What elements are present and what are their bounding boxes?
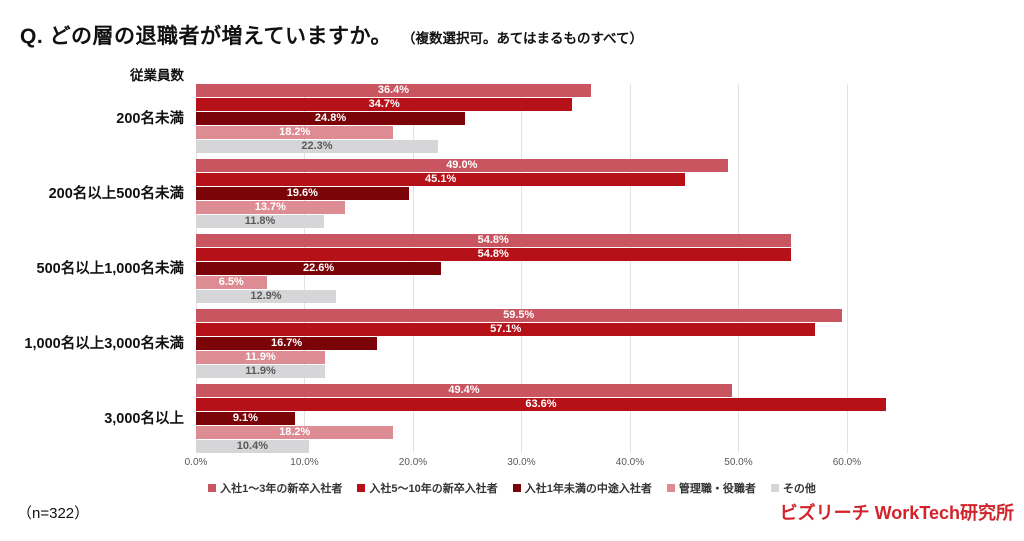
bar-value-label: 49.0% bbox=[446, 159, 478, 171]
x-tick-label: 60.0% bbox=[832, 457, 862, 468]
bar: 22.3% bbox=[196, 140, 438, 153]
title-main: Q. どの層の退職者が増えていますか。 bbox=[20, 25, 393, 48]
bar-value-label: 45.1% bbox=[425, 173, 457, 185]
bar: 16.7% bbox=[196, 337, 378, 350]
category-label: 200名以上500名未満 bbox=[48, 185, 184, 202]
legend-item: 入社1年未満の中途入社者 bbox=[512, 480, 652, 496]
bar-value-label: 10.4% bbox=[236, 440, 268, 452]
bar: 12.9% bbox=[196, 290, 336, 303]
x-axis-ticks: 0.0% 10.0% 20.0% 30.0% 40.0% 50.0% 60.0% bbox=[185, 457, 1014, 471]
bar: 18.2% bbox=[196, 426, 394, 439]
bar-value-label: 54.8% bbox=[477, 248, 509, 260]
legend: 入社1〜3年の新卒入社者 入社5〜10年の新卒入社者 入社1年未満の中途入社者 管理職… bbox=[0, 480, 1024, 496]
bar: 11.9% bbox=[196, 365, 326, 378]
bar: 6.5% bbox=[196, 276, 267, 289]
bar-value-label: 34.7% bbox=[368, 98, 400, 110]
gridline bbox=[629, 84, 631, 453]
bar-value-label: 18.2% bbox=[279, 126, 311, 138]
title-note: （複数選択可。あてはまるものすべて） bbox=[402, 31, 644, 46]
x-tick-label: 30.0% bbox=[507, 457, 536, 468]
bar-value-label: 11.8% bbox=[244, 215, 276, 227]
category-label: 500名以上1,000名未満 bbox=[36, 260, 184, 277]
legend-swatch-icon bbox=[666, 484, 675, 492]
bar-value-label: 11.9% bbox=[245, 351, 276, 363]
bar-value-label: 18.2% bbox=[279, 426, 311, 438]
bar-value-label: 12.9% bbox=[250, 290, 282, 302]
bar: 54.8% bbox=[196, 248, 791, 261]
legend-label: 入社5〜10年の新卒入社者 bbox=[369, 483, 498, 495]
bar-value-label: 63.6% bbox=[525, 398, 557, 410]
bar-value-label: 57.1% bbox=[490, 323, 522, 335]
x-tick-label: 20.0% bbox=[398, 457, 428, 468]
bar: 18.2% bbox=[196, 126, 394, 139]
x-tick-label: 40.0% bbox=[615, 457, 645, 468]
legend-item: その他 bbox=[770, 480, 816, 496]
bar-group: 59.5% 57.1% 16.7% 11.9% 11.9% bbox=[196, 309, 1014, 378]
category-label: 200名未満 bbox=[116, 110, 184, 127]
category-label: 1,000名以上3,000名未満 bbox=[24, 335, 184, 352]
plot-area: 36.4% 34.7% 24.8% 18.2% 22.3% 49.0% 45.1% 19.6%… bbox=[196, 84, 1014, 453]
legend-swatch-icon bbox=[770, 484, 779, 492]
bar-group: 54.8% 54.8% 22.6% 6.5% 12.9% bbox=[196, 234, 1014, 303]
bar-value-label: 16.7% bbox=[270, 337, 303, 349]
x-tick-label: 0.0% bbox=[184, 457, 208, 468]
gridline bbox=[846, 84, 848, 453]
category-labels: 200名未満 200名以上500名未満 500名以上1,000名未満 1,000名以上… bbox=[0, 84, 184, 453]
bar-value-label: 11.9% bbox=[245, 365, 276, 377]
bar-value-label: 22.3% bbox=[301, 140, 333, 152]
gridline bbox=[521, 84, 523, 453]
x-tick-label: 10.0% bbox=[290, 457, 319, 468]
y-axis-header: 従業員数 bbox=[130, 68, 184, 83]
bar: 22.6% bbox=[196, 262, 442, 275]
bar: 24.8% bbox=[196, 112, 466, 125]
bar-value-label: 9.1% bbox=[232, 412, 258, 424]
bar-value-label: 36.4% bbox=[377, 84, 410, 96]
legend-label: 入社1年未満の中途入社者 bbox=[524, 483, 652, 495]
bar-group: 49.4% 63.6% 9.1% 18.2% 10.4% bbox=[196, 384, 1014, 453]
bar: 11.9% bbox=[196, 351, 326, 364]
legend-swatch-icon bbox=[512, 484, 521, 492]
bar: 10.4% bbox=[196, 440, 309, 453]
legend-swatch-icon bbox=[357, 484, 366, 492]
bar: 63.6% bbox=[196, 398, 886, 411]
legend-label: 入社1〜3年の新卒入社者 bbox=[220, 483, 343, 495]
bar: 57.1% bbox=[196, 323, 816, 336]
bar: 19.6% bbox=[196, 187, 409, 200]
bar: 9.1% bbox=[196, 412, 295, 425]
bar-value-label: 19.6% bbox=[286, 187, 318, 199]
bar-group: 36.4% 34.7% 24.8% 18.2% 22.3% bbox=[196, 84, 1014, 153]
bar-value-label: 59.5% bbox=[503, 309, 535, 321]
legend-item: 入社1〜3年の新卒入社者 bbox=[208, 480, 342, 496]
bar: 49.0% bbox=[196, 159, 728, 172]
legend-label: 管理職・役職者 bbox=[678, 483, 756, 495]
bar-group: 49.0% 45.1% 19.6% 13.7% 11.8% bbox=[196, 159, 1014, 228]
sample-size: （n=322） bbox=[17, 505, 90, 522]
bar: 59.5% bbox=[196, 309, 842, 322]
bar-value-label: 22.6% bbox=[302, 262, 335, 274]
bar-value-label: 6.5% bbox=[218, 276, 244, 288]
bar: 36.4% bbox=[196, 84, 591, 97]
bar: 34.7% bbox=[196, 98, 573, 111]
legend-item: 管理職・役職者 bbox=[666, 480, 756, 496]
bar-value-label: 13.7% bbox=[254, 201, 286, 213]
bar-value-label: 54.8% bbox=[477, 234, 509, 246]
gridline bbox=[738, 84, 740, 453]
bar: 45.1% bbox=[196, 173, 686, 186]
x-tick-label: 50.0% bbox=[724, 457, 753, 468]
legend-swatch-icon bbox=[208, 484, 217, 492]
chart-title: Q. どの層の退職者が増えていますか。 （複数選択可。あてはまるものすべて） bbox=[20, 20, 643, 50]
bar: 49.4% bbox=[196, 384, 732, 397]
brand-credit: ビズリーチ WorkTech研究所 bbox=[779, 503, 1014, 523]
category-label: 3,000名以上 bbox=[104, 410, 184, 427]
bar-value-label: 49.4% bbox=[448, 384, 480, 396]
legend-label: その他 bbox=[782, 483, 816, 495]
bar: 13.7% bbox=[196, 201, 345, 214]
bar: 11.8% bbox=[196, 215, 325, 228]
bar-value-label: 24.8% bbox=[314, 112, 347, 124]
legend-item: 入社5〜10年の新卒入社者 bbox=[357, 480, 498, 496]
bar: 54.8% bbox=[196, 234, 791, 247]
